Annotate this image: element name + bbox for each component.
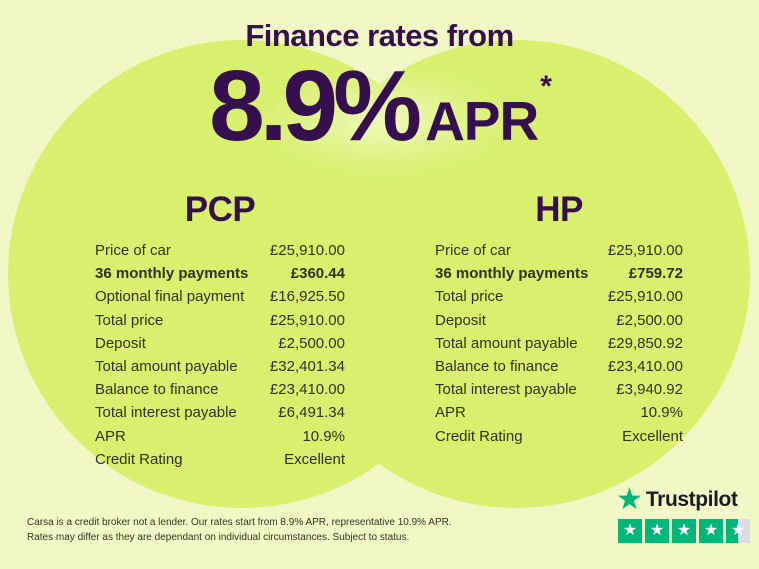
trustpilot-wordmark: Trustpilot: [645, 488, 738, 511]
disclaimer-text: Carsa is a credit broker not a lender. O…: [27, 516, 452, 545]
finance-row: 36 monthly payments £360.44: [95, 265, 345, 288]
finance-row-label: Price of car: [95, 242, 171, 259]
finance-row-label: Balance to finance: [435, 357, 559, 375]
disclaimer-line-1: Carsa is a credit broker not a lender. O…: [27, 517, 452, 528]
finance-row: Deposit £2,500.00: [95, 335, 345, 358]
finance-row: 36 monthly payments £759.72: [435, 265, 683, 288]
finance-row: Credit Rating Excellent: [435, 428, 683, 451]
apr-headline: 8.9% APR *: [0, 56, 759, 156]
finance-row-label: Total interest payable: [95, 404, 237, 422]
finance-row-label: Total amount payable: [95, 357, 238, 375]
star-icon: ★: [649, 522, 665, 539]
trustpilot-widget[interactable]: ★ Trustpilot ★ ★ ★ ★ ★: [616, 483, 750, 543]
finance-row-value: £25,910.00: [607, 242, 683, 259]
finance-row-value: £25,910.00: [607, 288, 683, 306]
finance-row-value: £25,910.00: [269, 242, 345, 259]
finance-row-label: Total amount payable: [435, 334, 578, 352]
finance-row-label: Total price: [95, 311, 164, 329]
finance-row-label: 36 monthly payments: [95, 265, 249, 283]
finance-row: Total interest payable £3,940.92: [435, 381, 683, 404]
finance-row: Price of car £25,910.00: [435, 242, 683, 265]
finance-row-value: £23,410.00: [269, 381, 345, 399]
finance-row-label: APR: [95, 427, 126, 445]
finance-row-value: 10.9%: [640, 404, 683, 422]
finance-row-value: £23,410.00: [607, 357, 683, 375]
finance-row: Balance to finance £23,410.00: [435, 358, 683, 381]
pcp-heading: PCP: [184, 190, 256, 229]
finance-row: Credit Rating Excellent: [95, 451, 345, 474]
finance-row-label: Balance to finance: [95, 381, 219, 399]
finance-row-label: 36 monthly payments: [435, 265, 589, 283]
finance-row-label: Optional final payment: [95, 288, 245, 306]
finance-row: Deposit £2,500.00: [435, 312, 683, 335]
finance-row-value: £2,500.00: [278, 334, 345, 352]
trustpilot-star-box: ★: [699, 519, 723, 543]
finance-row-label: Credit Rating: [435, 427, 523, 445]
trustpilot-star-box: ★: [726, 519, 750, 543]
hp-heading: HP: [535, 190, 583, 229]
finance-row: APR 10.9%: [95, 428, 345, 451]
apr-label: APR: [425, 90, 539, 152]
finance-row-label: Credit Rating: [95, 450, 183, 468]
finance-row-label: Deposit: [95, 334, 146, 352]
pcp-section: PCP Price of car £25,910.00 36 monthly pay…: [95, 190, 345, 474]
finance-row: Balance to finance £23,410.00: [95, 381, 345, 404]
finance-row-value: £32,401.34: [269, 357, 345, 375]
finance-row-value: Excellent: [284, 450, 345, 468]
banner-title: Finance rates from: [245, 18, 514, 53]
finance-row-label: Deposit: [435, 311, 486, 329]
finance-row-value: £3,940.92: [616, 381, 683, 399]
hp-section: HP Price of car £25,910.00 36 monthly paym…: [435, 190, 683, 451]
finance-row: Optional final payment £16,925.50: [95, 288, 345, 311]
finance-row: Total amount payable £29,850.92: [435, 335, 683, 358]
finance-row-value: 10.9%: [302, 427, 345, 445]
apr-asterisk: *: [540, 70, 552, 103]
trustpilot-rating-stars: ★ ★ ★ ★ ★: [618, 519, 750, 543]
pcp-table: Price of car £25,910.00 36 monthly payment…: [95, 242, 345, 474]
trustpilot-star-box: ★: [645, 519, 669, 543]
finance-row-value: £25,910.00: [269, 311, 345, 329]
finance-row: Total price £25,910.00: [95, 312, 345, 335]
star-icon: ★: [676, 522, 692, 539]
finance-row-value: £16,925.50: [269, 288, 345, 306]
finance-row-value: £29,850.92: [607, 334, 683, 352]
finance-row: Price of car £25,910.00: [95, 242, 345, 265]
trustpilot-star-box: ★: [618, 519, 642, 543]
finance-row-value: £759.72: [628, 265, 683, 283]
finance-row: APR 10.9%: [435, 404, 683, 427]
apr-rate: 8.9%: [209, 50, 422, 162]
finance-row-value: Excellent: [622, 427, 683, 445]
finance-row-label: APR: [435, 404, 466, 422]
star-icon: ★: [622, 522, 638, 539]
trustpilot-brand-row: ★ Trustpilot: [616, 483, 750, 516]
finance-row-value: £360.44: [290, 265, 345, 283]
trustpilot-star-box: ★: [672, 519, 696, 543]
star-icon: ★: [730, 522, 746, 539]
finance-row: Total interest payable £6,491.34: [95, 404, 345, 427]
disclaimer-line-2: Rates may differ as they are dependant o…: [27, 531, 410, 543]
finance-row: Total amount payable £32,401.34: [95, 358, 345, 381]
finance-row-label: Total interest payable: [435, 381, 577, 399]
finance-row-label: Total price: [435, 288, 504, 306]
finance-row-value: £2,500.00: [616, 311, 683, 329]
headline-glow: [215, 48, 555, 193]
finance-row: Total price £25,910.00: [435, 288, 683, 311]
hp-table: Price of car £25,910.00 36 monthly payment…: [435, 242, 683, 451]
finance-row-label: Price of car: [435, 242, 511, 259]
star-icon: ★: [703, 522, 719, 539]
trustpilot-star-icon: ★: [616, 483, 643, 516]
finance-row-value: £6,491.34: [278, 404, 345, 422]
